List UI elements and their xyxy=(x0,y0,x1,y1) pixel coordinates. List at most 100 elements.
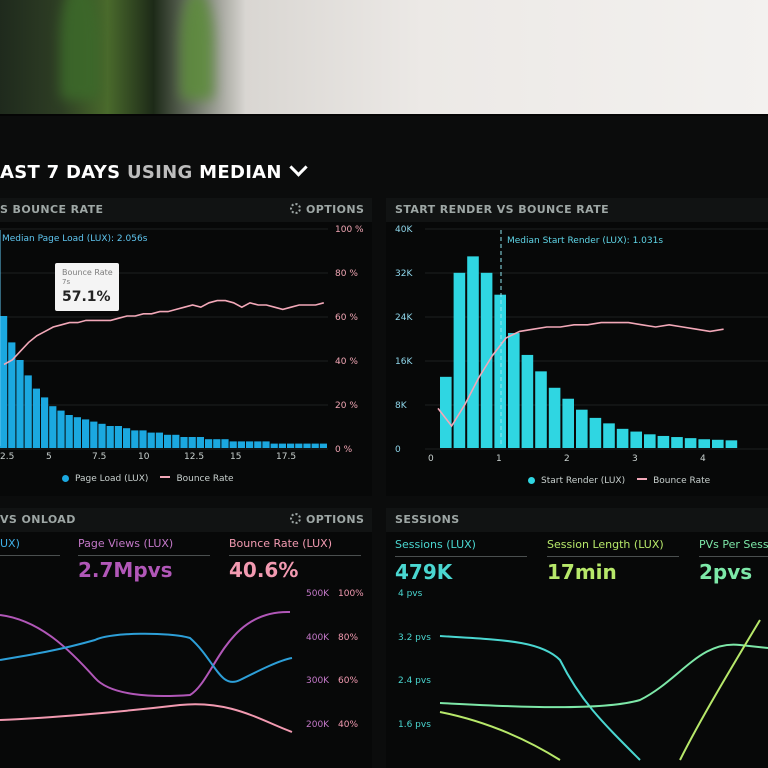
bar xyxy=(319,443,327,448)
legend-swatch xyxy=(637,478,648,480)
bar xyxy=(188,437,196,448)
bar xyxy=(295,443,303,448)
axis-tick-label: 100% xyxy=(338,589,364,599)
bar xyxy=(41,397,49,448)
dashboard-range-selector[interactable]: AST 7 DAYS USING MEDIAN xyxy=(0,158,308,183)
panel-header xyxy=(386,508,768,532)
bar xyxy=(73,417,81,448)
axis-tick-label: 40 % xyxy=(335,357,358,367)
axis-tick-label: 4 pvs xyxy=(398,589,423,599)
bar xyxy=(576,409,588,448)
bar xyxy=(106,426,114,448)
axis-tick-label: 60% xyxy=(338,676,359,686)
axis-tick-label: 0 xyxy=(395,445,401,455)
options-button[interactable]: OPTIONS xyxy=(290,203,364,216)
axis-tick-label: 32K xyxy=(395,269,413,279)
pvs-line xyxy=(439,643,768,709)
bar xyxy=(205,439,213,448)
median-annotation: Median Start Render (LUX): 1.031s xyxy=(507,236,664,246)
bar xyxy=(98,423,106,448)
bar xyxy=(155,432,163,448)
metric-label: UX) xyxy=(0,537,20,550)
bar xyxy=(303,443,311,448)
divider xyxy=(0,555,60,556)
bar xyxy=(494,294,506,448)
bar xyxy=(114,426,122,448)
axis-tick-label: 0 xyxy=(428,454,434,464)
tooltip: Bounce Rate 7s 57.1% xyxy=(55,263,119,311)
options-button[interactable]: OPTIONS xyxy=(290,513,364,526)
panel-title: SESSIONS xyxy=(395,513,460,526)
legend: Start Render (LUX) Bounce Rate xyxy=(528,476,710,486)
axis-tick-label: 15 xyxy=(230,452,242,462)
panel-header xyxy=(0,508,372,532)
bar xyxy=(229,441,237,448)
session-length-line xyxy=(679,619,761,761)
metric-value: 479K xyxy=(395,560,453,584)
header-method: MEDIAN xyxy=(199,162,282,183)
axis-tick-label: 24K xyxy=(395,313,413,323)
legend-item: Bounce Rate xyxy=(653,476,711,486)
axis-tick-label: 3 xyxy=(632,454,638,464)
axis-tick-label: 10 xyxy=(138,452,150,462)
onload-line xyxy=(0,632,293,683)
axis-tick-label: 3.2 pvs xyxy=(398,632,431,643)
axis-tick-label: 16K xyxy=(395,357,413,367)
bar xyxy=(164,434,172,448)
bar xyxy=(213,439,221,448)
bar xyxy=(90,421,98,448)
bar xyxy=(725,440,738,448)
tooltip-value: 57.1% xyxy=(62,289,111,305)
legend: Page Load (LUX) Bounce Rate xyxy=(62,474,234,484)
bar xyxy=(0,316,8,448)
metric-value: 40.6% xyxy=(229,558,299,582)
bar xyxy=(49,406,57,448)
bar xyxy=(65,415,73,448)
bar xyxy=(8,342,16,448)
axis-tick-label: 7.5 xyxy=(92,452,107,462)
bar xyxy=(671,437,683,448)
metric-label: Session Length (LUX) xyxy=(547,538,664,551)
metric-value: 2.7Mpvs xyxy=(78,558,173,582)
bar xyxy=(287,443,295,448)
bar xyxy=(698,439,710,448)
bar xyxy=(57,410,65,448)
panel-sessions: SESSIONS xyxy=(386,508,768,768)
divider xyxy=(699,556,768,557)
bar xyxy=(440,376,452,448)
axis-tick-label: 1.6 pvs xyxy=(398,719,431,730)
axis-tick-label: 500K xyxy=(306,589,330,599)
bar xyxy=(644,434,656,448)
bar xyxy=(123,428,131,448)
tooltip-sub: 7s xyxy=(62,278,71,286)
bar xyxy=(684,438,697,448)
legend-swatch xyxy=(62,475,69,482)
bar xyxy=(196,437,204,448)
header-range: 7 DAYS xyxy=(46,162,121,183)
axis-tick-label: 17.5 xyxy=(276,452,297,462)
bar xyxy=(616,428,629,448)
tooltip-label: Bounce Rate xyxy=(62,268,113,277)
bar xyxy=(237,441,245,448)
axis-tick-label: 100 % xyxy=(335,225,364,235)
axis-tick-label: 4 xyxy=(700,454,706,464)
bar xyxy=(521,354,534,448)
axis-tick-label: 1 xyxy=(496,454,502,464)
axis-tick-label: 40K xyxy=(395,225,413,235)
options-label: OPTIONS xyxy=(306,203,365,216)
bar xyxy=(548,387,561,448)
panel-onload: VS ONLOAD OPTIONS xyxy=(0,508,372,768)
background-wall xyxy=(0,0,768,118)
legend-swatch xyxy=(528,477,535,484)
plant-leaf xyxy=(60,0,100,100)
gear-icon xyxy=(290,203,301,214)
bounce-rate-line xyxy=(3,299,325,366)
axis-tick-label: 12.5 xyxy=(184,452,205,462)
panel-title: S BOUNCE RATE xyxy=(0,203,104,216)
metric-label: Sessions (LUX) xyxy=(395,538,476,551)
axis-tick-label: 80 % xyxy=(335,269,358,279)
legend-item: Start Render (LUX) xyxy=(541,476,626,486)
metric-label: Bounce Rate (LUX) xyxy=(229,537,333,550)
axis-tick-label: 2.5 xyxy=(0,452,15,462)
divider xyxy=(547,556,679,557)
